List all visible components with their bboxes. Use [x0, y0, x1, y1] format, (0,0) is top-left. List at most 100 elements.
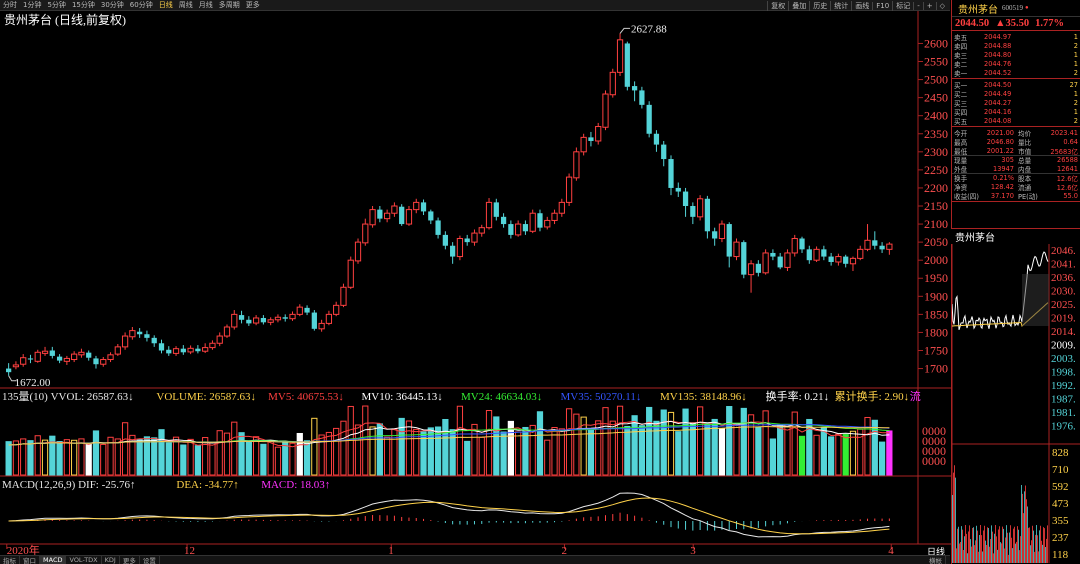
bottom-right-button[interactable]: 横帐 — [926, 555, 946, 564]
indicator-tab[interactable]: KDJ — [102, 556, 120, 564]
stat-value: 12641 — [1057, 164, 1078, 173]
candle-body-up — [209, 342, 216, 349]
volume-bar — [27, 440, 34, 476]
book-price: 2044.49 — [984, 89, 1012, 98]
volume-bar — [602, 407, 609, 476]
candle-body-down — [500, 216, 507, 225]
stat-value: 25683亿 — [1050, 147, 1078, 156]
candle-body-up — [544, 219, 551, 228]
book-volume: 1 — [1073, 89, 1078, 98]
macd-legend-item: MACD(12,26,9) DIF: -25.76↑ — [2, 479, 136, 491]
toolbar-action[interactable]: - — [913, 1, 923, 10]
mini-volume-tick: 592 — [1052, 481, 1069, 493]
book-label: 卖四 — [954, 42, 968, 51]
candle-body-down — [464, 238, 470, 243]
x-axis-label: 4 — [888, 545, 894, 555]
period-tab[interactable]: 1分钟 — [23, 1, 42, 9]
mini-intraday-chart[interactable]: 2046. 2041.2036. 2030.2025. 2019.2014. 2009.… — [952, 244, 1080, 563]
candle-body-up — [63, 357, 70, 362]
toolbar-action[interactable]: 历史 — [809, 0, 830, 11]
indicator-tab[interactable]: 更多 — [120, 555, 140, 564]
dea-line — [8, 497, 890, 535]
candle-body-up — [34, 351, 41, 362]
indicator-tab[interactable]: MACD — [40, 556, 67, 564]
bottom-tabs: 指标 窗口 MACD VOL-TDX KDJ 更多 设置 横帐 — [0, 555, 950, 564]
period-tab[interactable]: 5分钟 — [47, 1, 66, 9]
period-tab[interactable]: 30分钟 — [100, 1, 124, 9]
indicator-tab[interactable]: 窗口 — [20, 555, 40, 564]
candle-body-up — [558, 201, 565, 214]
toolbar-action[interactable]: 画线 — [851, 0, 872, 11]
toolbar-action[interactable]: F10 — [872, 1, 892, 10]
stat-row: 最高 2046.80 量比 0.64 — [952, 137, 1080, 147]
high-marker-line — [619, 27, 631, 34]
book-label: 买五 — [954, 117, 968, 126]
candle-body-up — [733, 241, 740, 258]
stat-value: 0.21% — [993, 174, 1014, 182]
period-tab[interactable]: 60分钟 — [129, 1, 153, 9]
candle-body-up — [107, 354, 114, 361]
volume-bar — [565, 408, 573, 476]
panel-header: 贵州茅台 600519 ● — [952, 0, 1080, 17]
indicator-tab[interactable]: VOL-TDX — [66, 556, 102, 564]
volume-bar — [100, 443, 107, 476]
volume-bar — [49, 435, 56, 476]
candle-body-down — [661, 144, 667, 160]
volume-bar — [646, 406, 653, 476]
toolbar-action[interactable]: 标记 — [892, 0, 913, 11]
volume-bar — [267, 440, 274, 476]
price-tick-label: 2450 — [924, 91, 948, 105]
book-row: 卖四 2044.88 2 — [952, 41, 1080, 51]
toolbar-action[interactable]: + — [922, 1, 936, 10]
candle-body-up — [296, 306, 303, 315]
period-tab[interactable]: 月线 — [198, 1, 213, 9]
mini-price-tick: 1976. — [1051, 421, 1076, 433]
candle-body-up — [252, 317, 260, 324]
mini-shade — [1022, 274, 1049, 326]
stat-value: 55.0 — [1063, 191, 1078, 200]
volume-bar — [522, 426, 529, 476]
toolbar-action[interactable]: ◇ — [935, 1, 948, 10]
mini-price-tick: 2014. — [1051, 326, 1076, 338]
macd-legend-item: MACD: 18.03↑ — [261, 479, 330, 491]
price-tick-label: 2250 — [924, 163, 948, 177]
period-tab[interactable]: 更多 — [245, 1, 260, 9]
candle-body-down — [6, 368, 12, 373]
candle-body-up — [231, 313, 238, 328]
volume-bar — [871, 419, 878, 476]
candle-body-down — [49, 350, 55, 356]
period-tab[interactable]: 周线 — [178, 1, 193, 9]
volume-bar — [507, 420, 514, 476]
candle-body-up — [223, 326, 231, 337]
day-period-label[interactable]: 日线 — [927, 547, 946, 557]
volume-bar — [791, 411, 798, 476]
volume-bar — [333, 427, 340, 476]
indicator-tab[interactable]: 指标 — [0, 555, 20, 564]
stat-key: 内盘 — [1018, 165, 1032, 174]
period-tab[interactable]: 分时 — [3, 1, 17, 9]
volume-bar — [340, 420, 347, 476]
candle-body-down — [624, 43, 630, 87]
volume-tick-label: 0000 — [922, 434, 946, 448]
mini-volume-tick: 473 — [1052, 498, 1069, 510]
main-chart[interactable]: 1700 1750 1800 1850 1900 1950 2000 2050 2100 2150… — [0, 11, 951, 555]
toolbar-action[interactable]: 叠加 — [788, 0, 809, 11]
indicator-tab[interactable]: 设置 — [140, 555, 160, 564]
candle-body-down — [879, 245, 885, 250]
period-tab[interactable]: 日线 — [158, 1, 173, 9]
candle-body-up — [784, 252, 791, 268]
adjust-button[interactable]: 复权 — [767, 0, 788, 11]
candle-body-down — [246, 319, 252, 324]
volume-bar — [471, 423, 478, 476]
x-axis-label: 12 — [184, 545, 195, 555]
candle-body-down — [690, 206, 696, 217]
volume-bar — [573, 413, 580, 476]
period-tab[interactable]: 15分钟 — [71, 1, 95, 9]
candle-body-down — [646, 104, 652, 134]
candle-body-down — [741, 242, 747, 275]
period-tab[interactable]: 多周期 — [218, 1, 240, 9]
mini-volume-tick: 828 — [1052, 447, 1069, 459]
stat-row: 收益(四) 37.170 PE(动) 55.0 — [952, 191, 1080, 201]
toolbar-action[interactable]: 统计 — [830, 0, 851, 11]
volume-legend-item: MV135: 38148.96↓ — [660, 391, 747, 403]
